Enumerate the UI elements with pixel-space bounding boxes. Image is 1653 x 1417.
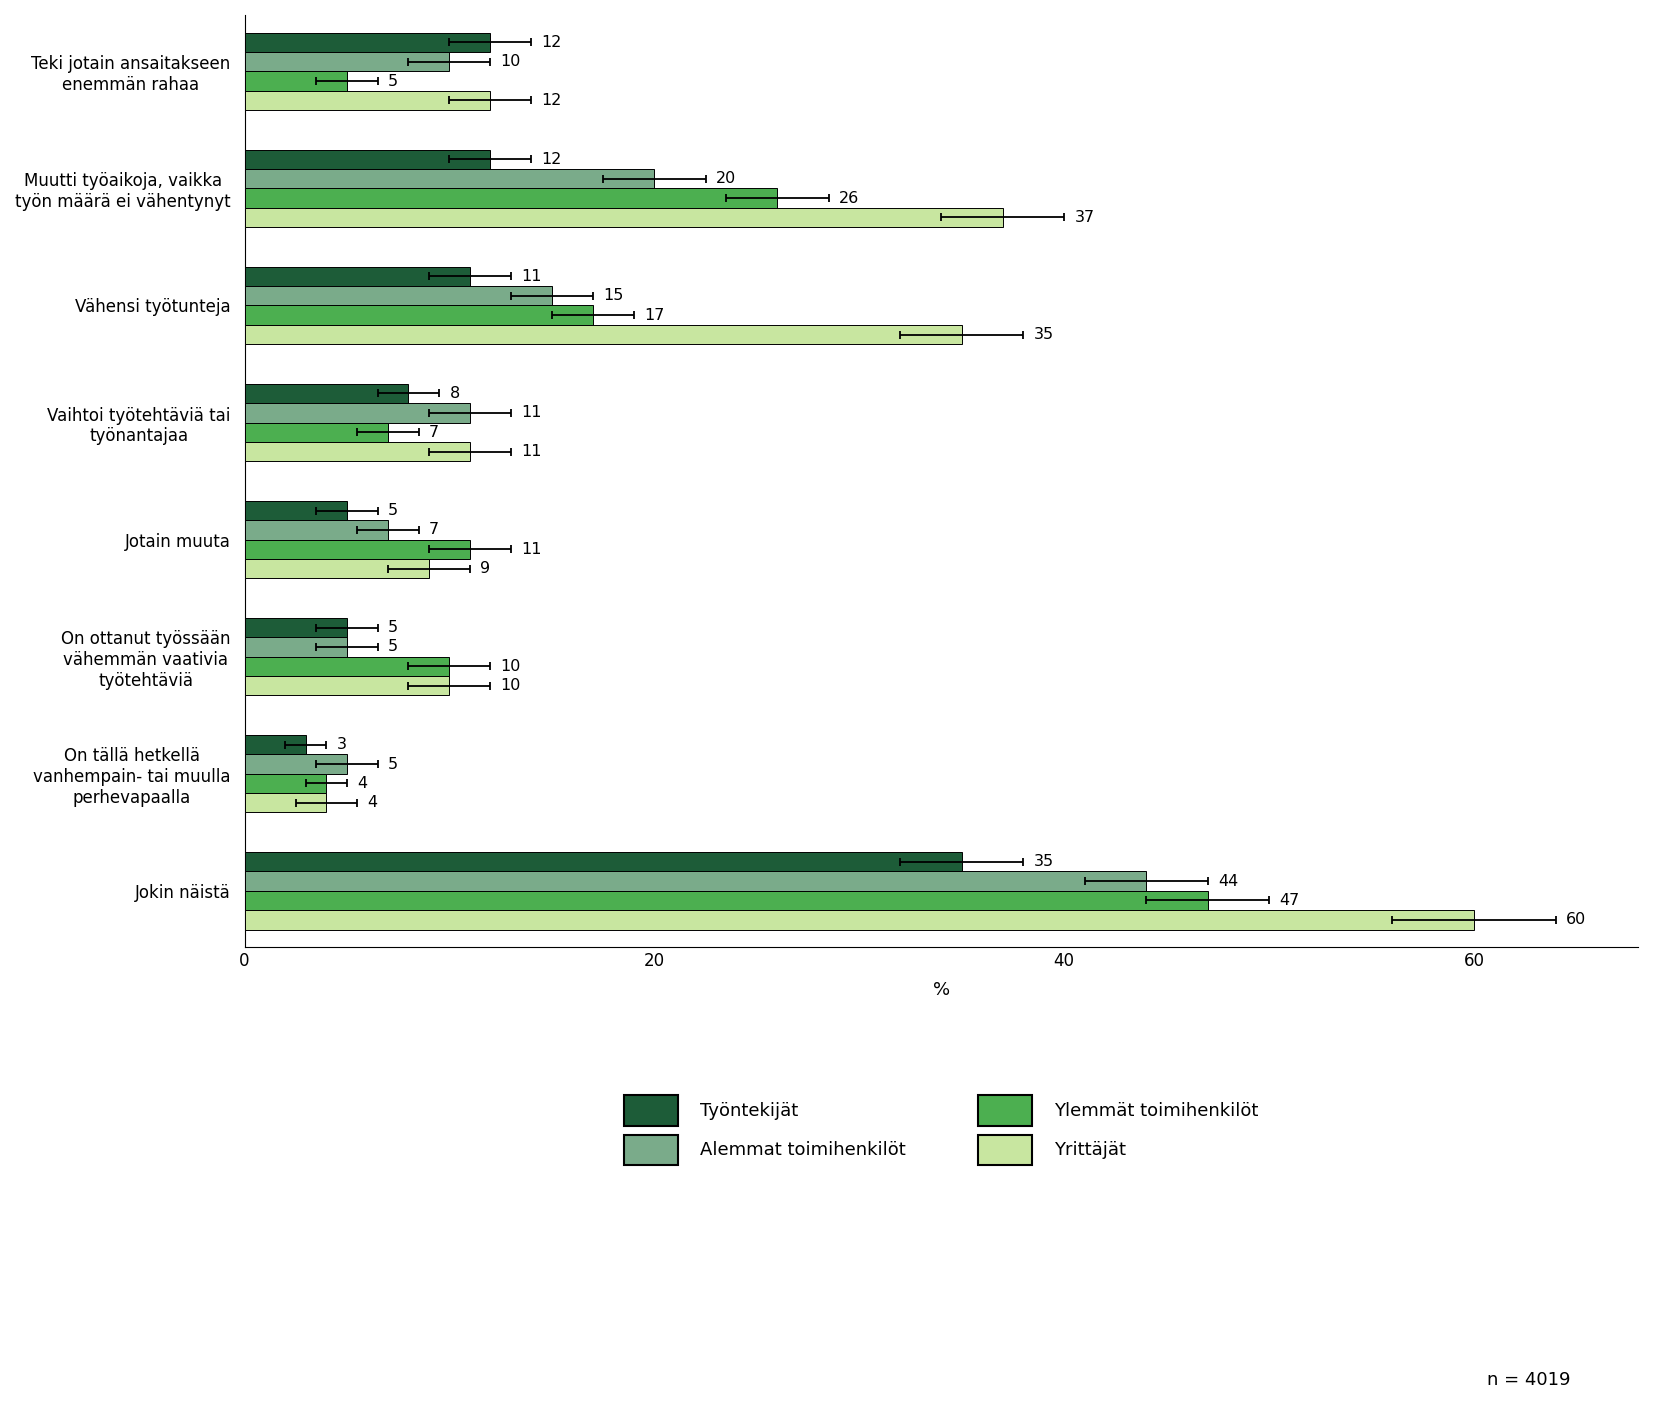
Text: 11: 11 [521,541,542,557]
Bar [245,852,962,871]
Text: 37: 37 [1074,210,1094,225]
Text: 5: 5 [388,503,398,519]
Bar [245,91,491,111]
Bar [245,910,1474,930]
Text: 60: 60 [1567,913,1587,927]
Text: 10: 10 [501,659,521,674]
Bar [245,774,327,794]
Bar [245,422,388,442]
Bar [245,540,469,558]
Bar [245,188,777,208]
Text: 35: 35 [1033,327,1053,341]
Text: 10: 10 [501,679,521,693]
X-axis label: %: % [932,981,950,999]
Text: 35: 35 [1033,854,1053,869]
Bar [245,52,450,71]
Text: 47: 47 [1279,893,1299,908]
Bar [245,306,593,324]
Bar [245,324,962,344]
Bar [245,735,306,754]
Bar [245,794,327,812]
Bar [245,286,552,306]
Text: 9: 9 [479,561,491,577]
Text: 3: 3 [337,737,347,752]
Text: 11: 11 [521,405,542,421]
Bar [245,871,1146,891]
Bar [245,520,388,540]
Bar [245,266,469,286]
Text: 5: 5 [388,621,398,635]
Bar [245,150,491,169]
Text: 5: 5 [388,757,398,771]
Bar [245,71,347,91]
Bar [245,754,347,774]
Text: 15: 15 [603,288,623,303]
Text: 44: 44 [1218,874,1238,888]
Bar [245,169,655,188]
Text: 17: 17 [645,307,665,323]
Text: 7: 7 [428,425,440,439]
Text: 10: 10 [501,54,521,69]
Text: 5: 5 [388,74,398,88]
Bar [245,33,491,52]
Text: 8: 8 [450,385,460,401]
Bar [245,656,450,676]
Bar [245,891,1208,910]
Bar [245,384,408,404]
Text: 5: 5 [388,639,398,655]
Bar [245,442,469,462]
Text: 4: 4 [367,795,377,811]
Text: 7: 7 [428,523,440,537]
Bar [245,558,428,578]
Text: 26: 26 [838,190,860,205]
Text: 11: 11 [521,269,542,283]
Bar [245,618,347,638]
Text: 12: 12 [542,152,562,167]
Bar [245,404,469,422]
Bar [245,676,450,696]
Bar [245,208,1003,227]
Text: n = 4019: n = 4019 [1486,1370,1570,1389]
Text: 12: 12 [542,35,562,50]
Text: 20: 20 [716,171,736,186]
Text: 4: 4 [357,777,367,791]
Bar [245,500,347,520]
Text: 11: 11 [521,444,542,459]
Bar [245,638,347,656]
Text: 12: 12 [542,94,562,108]
Legend: Työntekijät, Alemmat toimihenkilöt, Ylemmät toimihenkilöt, Yrittäjät: Työntekijät, Alemmat toimihenkilöt, Ylem… [607,1077,1276,1183]
